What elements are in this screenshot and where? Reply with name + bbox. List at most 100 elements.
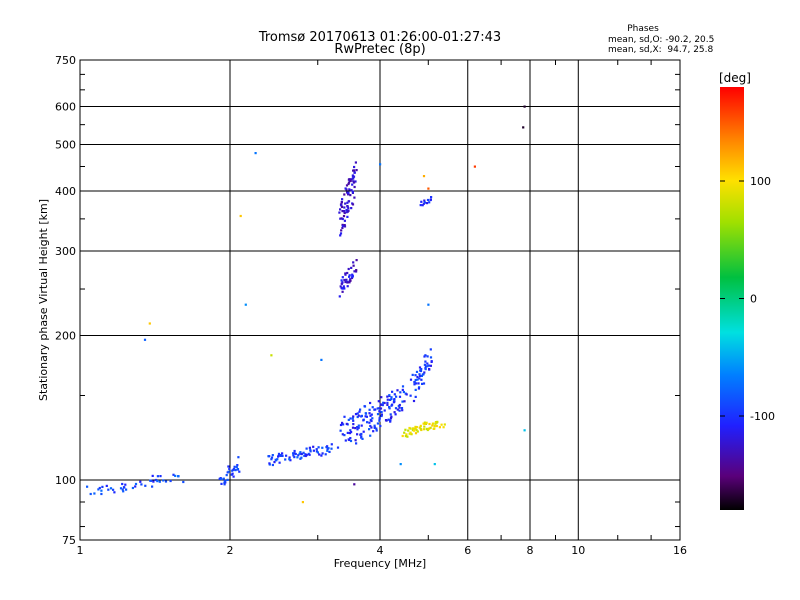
echo-point bbox=[354, 439, 357, 442]
echo-point bbox=[312, 449, 315, 452]
echo-point bbox=[156, 475, 159, 478]
echo-point bbox=[343, 211, 346, 215]
echo-point bbox=[343, 415, 346, 418]
y-tick-label: 100 bbox=[55, 474, 76, 487]
echo-point bbox=[430, 360, 433, 363]
y-axis-label: Stationary phase Virtual Height [km] bbox=[37, 199, 50, 401]
echo-point bbox=[409, 431, 412, 434]
echo-point bbox=[355, 442, 358, 445]
echo-point bbox=[378, 410, 381, 413]
echo-point bbox=[389, 413, 392, 416]
echo-point bbox=[220, 482, 223, 485]
echo-point bbox=[328, 450, 331, 453]
echo-point bbox=[352, 261, 355, 264]
echo-point bbox=[351, 417, 354, 420]
echo-point bbox=[122, 490, 125, 493]
echo-point bbox=[349, 429, 352, 432]
echo-point bbox=[109, 487, 113, 490]
echo-point bbox=[164, 480, 168, 483]
echo-point bbox=[237, 456, 240, 459]
echo-point bbox=[271, 463, 274, 467]
echo-point bbox=[326, 449, 329, 452]
echo-point bbox=[405, 433, 408, 436]
echo-point bbox=[346, 285, 349, 288]
echo-point bbox=[107, 488, 110, 491]
echo-point bbox=[277, 455, 280, 458]
colorbar-tick-label: -100 bbox=[750, 410, 775, 423]
echo-point bbox=[227, 470, 230, 473]
y-tick-label: 500 bbox=[55, 139, 76, 152]
echo-point bbox=[340, 201, 343, 204]
echo-point bbox=[351, 273, 354, 276]
echo-point bbox=[420, 378, 423, 381]
echo-point bbox=[315, 448, 318, 451]
echo-point bbox=[101, 485, 104, 488]
echo-point bbox=[238, 470, 241, 473]
echo-point bbox=[362, 419, 365, 422]
echo-point bbox=[254, 152, 257, 155]
echo-point bbox=[427, 364, 430, 367]
echo-point bbox=[348, 281, 351, 284]
echo-point bbox=[341, 276, 344, 279]
echo-point bbox=[349, 278, 352, 281]
echo-point bbox=[423, 425, 426, 428]
echo-point bbox=[342, 423, 345, 426]
echo-point bbox=[293, 456, 296, 459]
echo-point bbox=[343, 434, 346, 437]
echo-point bbox=[236, 468, 240, 471]
echo-point bbox=[401, 388, 404, 391]
echo-point bbox=[366, 421, 369, 424]
echo-point bbox=[347, 178, 350, 181]
echo-point bbox=[391, 390, 394, 393]
echo-point bbox=[349, 439, 353, 443]
echo-point bbox=[317, 446, 320, 449]
echo-point bbox=[341, 217, 344, 221]
colorbar-ticks: 100 0 -100 bbox=[720, 175, 775, 423]
echo-point bbox=[409, 394, 412, 397]
echo-point bbox=[414, 395, 417, 398]
echo-point bbox=[309, 448, 312, 451]
echo-point bbox=[355, 259, 358, 262]
x-tick-label: 8 bbox=[527, 544, 534, 557]
echo-point bbox=[343, 287, 346, 290]
echo-point bbox=[380, 410, 383, 414]
echo-point bbox=[344, 280, 347, 284]
echo-point bbox=[412, 399, 416, 403]
echo-point bbox=[351, 191, 354, 194]
phase-stats-header: Phases bbox=[627, 24, 659, 34]
echo-point bbox=[353, 196, 356, 199]
echo-point bbox=[365, 415, 368, 418]
echo-point bbox=[349, 194, 352, 197]
echo-point bbox=[343, 225, 347, 228]
echo-point bbox=[119, 487, 123, 490]
echo-point bbox=[353, 165, 356, 169]
echo-point bbox=[294, 452, 297, 456]
echo-point bbox=[388, 406, 391, 409]
echo-point bbox=[355, 270, 358, 273]
echo-point bbox=[268, 462, 271, 465]
echo-point bbox=[151, 474, 154, 477]
echo-point bbox=[100, 489, 103, 492]
echo-point bbox=[302, 451, 305, 454]
echo-point bbox=[426, 362, 429, 365]
echo-point bbox=[409, 427, 412, 430]
echo-point bbox=[407, 429, 410, 432]
echo-point bbox=[473, 165, 476, 168]
echo-point bbox=[399, 391, 402, 394]
echo-point bbox=[345, 184, 349, 187]
echo-point bbox=[300, 452, 303, 456]
echo-point bbox=[429, 426, 432, 429]
echo-point bbox=[270, 458, 273, 461]
echo-point bbox=[341, 224, 345, 228]
echo-point bbox=[112, 488, 115, 491]
echo-point bbox=[330, 443, 333, 446]
y-axis-ticks: 75 100 200 300 400 500 600 750 bbox=[55, 54, 680, 547]
echo-point bbox=[364, 415, 367, 418]
echo-point bbox=[373, 424, 376, 427]
echo-point bbox=[381, 404, 384, 407]
echo-point bbox=[420, 374, 423, 377]
echo-point bbox=[228, 467, 231, 470]
echo-point bbox=[431, 422, 434, 425]
echo-point bbox=[352, 264, 355, 267]
echo-point bbox=[426, 198, 430, 202]
